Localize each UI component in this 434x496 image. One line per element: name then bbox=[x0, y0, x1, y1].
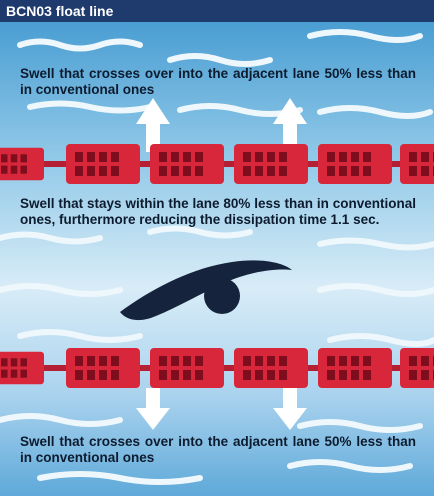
wave-icon bbox=[17, 38, 143, 52]
wave-icon bbox=[0, 413, 123, 427]
caption-middle: Swell that stays within the lane 80% les… bbox=[20, 196, 416, 227]
wave-icon bbox=[327, 333, 434, 347]
wave-icon bbox=[0, 231, 103, 245]
caption-top: Swell that crosses over into the adjacen… bbox=[20, 66, 416, 97]
wave-icon bbox=[317, 105, 433, 119]
wave-icon bbox=[27, 100, 153, 114]
wave-icon bbox=[317, 237, 434, 251]
wave-icon bbox=[317, 283, 434, 297]
wave-icon bbox=[287, 459, 413, 473]
wave-icon bbox=[17, 329, 143, 343]
wave-icon bbox=[297, 419, 423, 433]
arrow-down-icon bbox=[273, 388, 307, 430]
wave-icon bbox=[167, 53, 273, 67]
wave-icon bbox=[0, 283, 123, 297]
caption-bottom: Swell that crosses over into the adjacen… bbox=[20, 434, 416, 465]
swimmer-icon bbox=[120, 260, 292, 321]
float-line-bottom bbox=[0, 348, 434, 388]
wave-icon bbox=[147, 225, 253, 239]
arrow-up-icon bbox=[273, 98, 307, 152]
diagram-title: BCN03 float line bbox=[0, 0, 434, 22]
waves bbox=[0, 29, 434, 485]
wave-icon bbox=[307, 29, 423, 43]
arrow-down-icon bbox=[136, 388, 170, 430]
float-line-top bbox=[0, 144, 434, 184]
wave-icon bbox=[37, 471, 203, 485]
